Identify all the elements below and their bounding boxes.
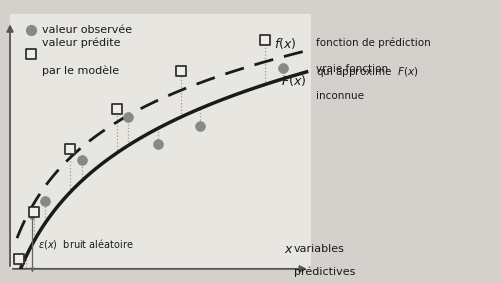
Point xyxy=(41,198,49,203)
Point xyxy=(177,68,185,73)
Point xyxy=(195,124,203,128)
Text: qui approxime  $F(x)$: qui approxime $F(x)$ xyxy=(316,65,418,79)
Text: $\varepsilon(x)$  bruit aléatoire: $\varepsilon(x)$ bruit aléatoire xyxy=(38,237,133,250)
Point xyxy=(27,52,35,56)
Text: inconnue: inconnue xyxy=(316,91,364,101)
Point xyxy=(22,273,30,278)
Point xyxy=(112,107,120,111)
Text: par le modèle: par le modèle xyxy=(43,65,119,76)
Point xyxy=(124,115,132,120)
Point xyxy=(30,209,38,214)
Point xyxy=(279,66,287,70)
Text: $x$: $x$ xyxy=(283,243,293,256)
Text: valeur prédite: valeur prédite xyxy=(43,37,121,48)
Text: prédictives: prédictives xyxy=(293,266,354,277)
Text: vraie fonction: vraie fonction xyxy=(316,65,388,74)
Text: valeur observée: valeur observée xyxy=(43,25,132,35)
Point xyxy=(78,158,86,163)
Text: fonction de prédiction: fonction de prédiction xyxy=(316,38,430,48)
Point xyxy=(261,38,269,42)
Text: $F(x)$: $F(x)$ xyxy=(281,73,306,88)
Point xyxy=(27,28,35,32)
Text: $f(x)$: $f(x)$ xyxy=(274,36,296,51)
Text: variables: variables xyxy=(293,244,344,254)
Point xyxy=(15,257,23,261)
Point xyxy=(66,147,74,151)
Point xyxy=(154,142,162,146)
